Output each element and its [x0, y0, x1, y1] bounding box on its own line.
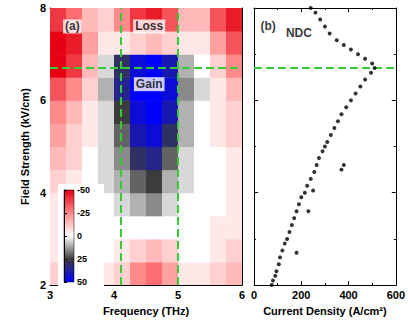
svg-text:Loss: Loss: [135, 19, 163, 33]
svg-text:-50: -50: [77, 185, 90, 195]
svg-text:25: 25: [77, 254, 87, 264]
svg-text:4: 4: [111, 289, 118, 301]
svg-text:-25: -25: [77, 208, 90, 218]
svg-text:400: 400: [339, 289, 357, 301]
svg-text:(a): (a): [65, 19, 80, 33]
svg-text:0: 0: [77, 231, 82, 241]
svg-text:4: 4: [40, 187, 47, 199]
svg-text:200: 200: [292, 289, 310, 301]
svg-text:Field Strength (kV/cm): Field Strength (kV/cm): [19, 88, 31, 205]
svg-text:6: 6: [239, 289, 245, 301]
svg-text:0: 0: [251, 289, 257, 301]
svg-text:5: 5: [175, 289, 181, 301]
svg-text:50: 50: [77, 277, 87, 287]
svg-text:Gain: Gain: [136, 77, 163, 91]
svg-text:2: 2: [40, 279, 46, 291]
svg-text:(b): (b): [261, 19, 276, 33]
svg-text:Frequency (THz): Frequency (THz): [103, 305, 190, 317]
svg-text:8: 8: [40, 2, 46, 14]
svg-text:600: 600: [387, 289, 405, 301]
svg-text:Current Density (A/cm²): Current Density (A/cm²): [263, 305, 387, 317]
svg-text:6: 6: [40, 94, 46, 106]
svg-text:NDC: NDC: [286, 26, 312, 40]
svg-text:3: 3: [47, 289, 53, 301]
